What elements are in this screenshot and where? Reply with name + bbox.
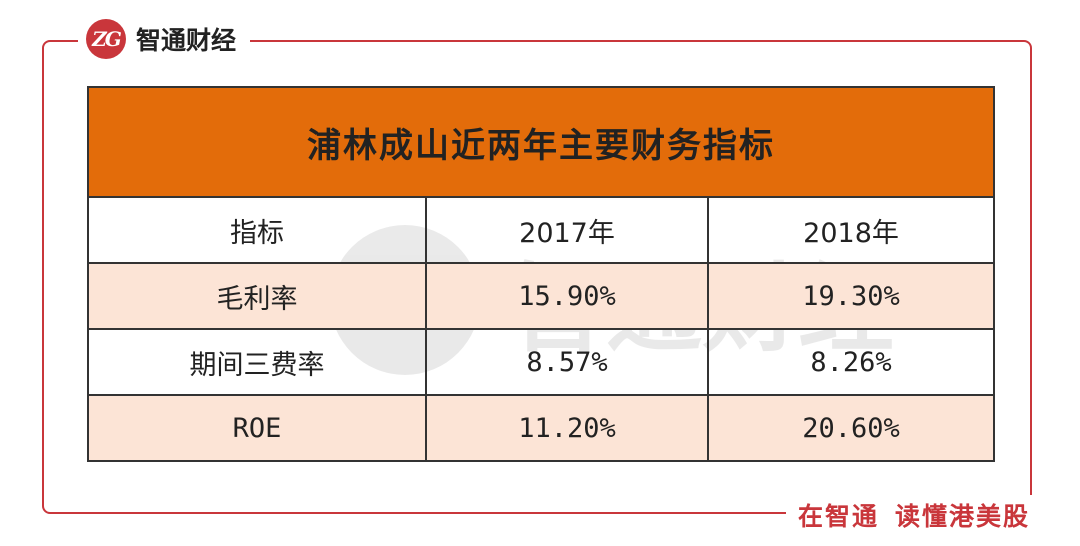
financial-indicators-table: 浦林成山近两年主要财务指标 指标 2017年 2018年 毛利率 15.90% … xyxy=(86,86,996,462)
header-indicator: 指标 xyxy=(87,196,427,264)
value-2017: 8.57% xyxy=(425,328,709,396)
slogan-part-2: 读懂港美股 xyxy=(894,502,1030,531)
brand-name: 智通财经 xyxy=(136,26,237,55)
header-2018: 2018年 xyxy=(706,196,996,264)
brand-logo-icon: ZG xyxy=(86,19,126,59)
page-frame xyxy=(42,40,1032,514)
value-2017: 15.90% xyxy=(425,262,709,330)
table-header-row: 指标 2017年 2018年 xyxy=(87,196,996,264)
value-2018: 8.26% xyxy=(706,328,996,396)
slogan-part-1: 在智通 xyxy=(797,502,879,531)
brand-header: ZG 智通财经 xyxy=(78,16,251,62)
table-row: ROE 11.20% 20.60% xyxy=(87,394,996,462)
table-title: 浦林成山近两年主要财务指标 xyxy=(86,86,996,198)
row-label: 毛利率 xyxy=(87,262,427,330)
slogan: 在智通 读懂港美股 xyxy=(785,495,1042,535)
row-label: ROE xyxy=(87,394,427,462)
table-row: 期间三费率 8.57% 8.26% xyxy=(87,328,996,396)
table-row: 毛利率 15.90% 19.30% xyxy=(87,262,996,330)
value-2017: 11.20% xyxy=(425,394,709,462)
value-2018: 20.60% xyxy=(706,394,996,462)
value-2018: 19.30% xyxy=(706,262,996,330)
row-label: 期间三费率 xyxy=(87,328,427,396)
header-2017: 2017年 xyxy=(425,196,709,264)
